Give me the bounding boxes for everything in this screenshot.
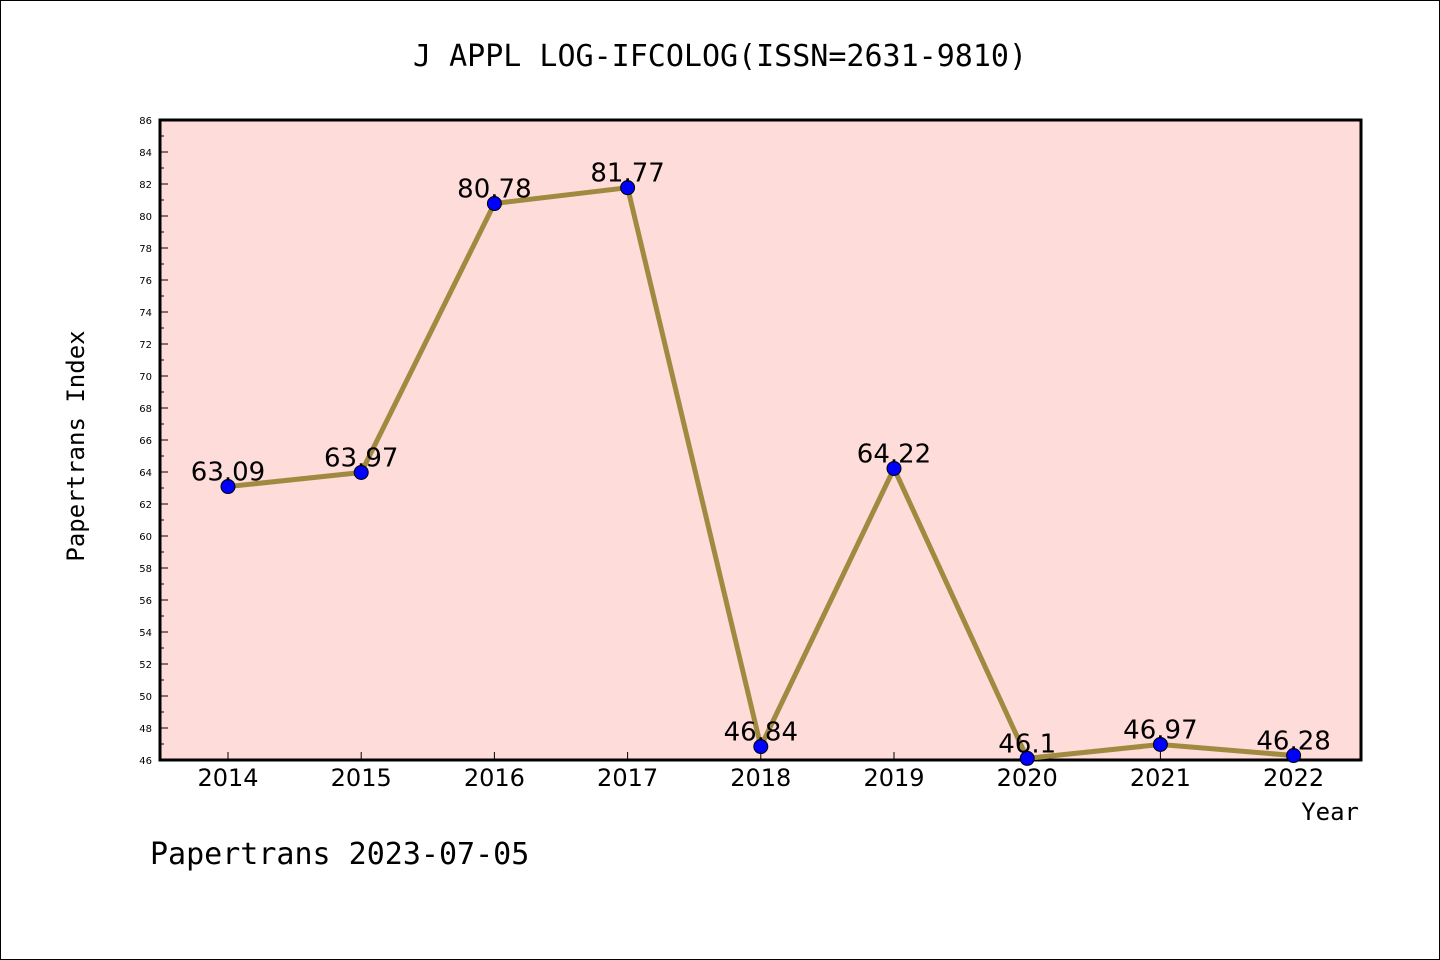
y-tick-label: 68	[139, 404, 152, 415]
series-line-group	[220, 180, 1302, 766]
data-label: 64.22	[857, 439, 931, 469]
data-point	[1152, 736, 1168, 752]
y-tick-label: 50	[139, 692, 152, 703]
data-point	[1286, 748, 1302, 764]
x-tick-label: 2016	[464, 764, 525, 792]
data-point	[886, 460, 902, 476]
y-tick-label: 60	[139, 532, 152, 543]
y-axis: 46 48 50 52 54 56 58 60 62 64 66 68 70 72 74 76 78 80 82 84…	[139, 116, 168, 767]
y-tick-label: 72	[139, 340, 152, 351]
data-point	[753, 739, 769, 755]
y-tick-label: 46	[139, 756, 152, 767]
x-tick-label: 2021	[1130, 764, 1191, 792]
data-point	[1019, 750, 1035, 766]
x-tick-label: 2017	[597, 764, 658, 792]
y-tick-label: 82	[139, 180, 152, 191]
data-label: 46.97	[1123, 715, 1197, 745]
y-axis-label: Papertrans Index	[62, 330, 90, 561]
y-tick-label: 84	[139, 148, 152, 159]
data-point	[620, 180, 636, 196]
data-point	[486, 196, 502, 212]
y-tick-label: 54	[139, 628, 152, 639]
y-tick-label: 58	[139, 564, 152, 575]
data-label: 46.84	[724, 718, 798, 748]
x-axis: 2014 2015 2016 2017 2018 2019 2020 2021 2022	[197, 752, 1324, 792]
y-tick-label: 64	[139, 468, 152, 479]
data-point	[353, 464, 369, 480]
y-tick-label: 56	[139, 596, 152, 607]
data-labels: 63.09 63.97 80.78 81.77 46.84 64.22 46.1 46.97 4…	[191, 159, 1331, 760]
data-label: 63.97	[324, 443, 398, 473]
chart-title: J APPL LOG-IFCOLOG(ISSN=2631-9810)	[413, 39, 1027, 74]
data-label: 46.28	[1256, 727, 1330, 757]
x-tick-label: 2018	[730, 764, 791, 792]
y-tick-label: 78	[139, 244, 152, 255]
y-tick-label: 86	[139, 116, 152, 127]
x-tick-label: 2014	[197, 764, 258, 792]
data-label: 46.1	[998, 729, 1056, 759]
x-tick-label: 2015	[331, 764, 392, 792]
y-tick-label: 70	[139, 372, 152, 383]
data-point	[220, 479, 236, 495]
y-tick-label: 52	[139, 660, 152, 671]
data-label: 81.77	[590, 159, 664, 189]
x-axis-label: Year	[1301, 798, 1359, 826]
y-tick-label: 66	[139, 436, 152, 447]
x-tick-label: 2022	[1263, 764, 1324, 792]
y-tick-label: 76	[139, 276, 152, 287]
data-label: 80.78	[457, 175, 531, 205]
y-tick-label: 48	[139, 724, 152, 735]
x-tick-label: 2019	[863, 764, 924, 792]
plot-area	[158, 118, 1363, 762]
footer-text: Papertrans 2023-07-05	[150, 837, 529, 872]
y-tick-label: 80	[139, 212, 152, 223]
y-tick-label: 74	[139, 308, 152, 319]
data-label: 63.09	[191, 458, 265, 488]
x-tick-label: 2020	[997, 764, 1058, 792]
y-tick-label: 62	[139, 500, 152, 511]
